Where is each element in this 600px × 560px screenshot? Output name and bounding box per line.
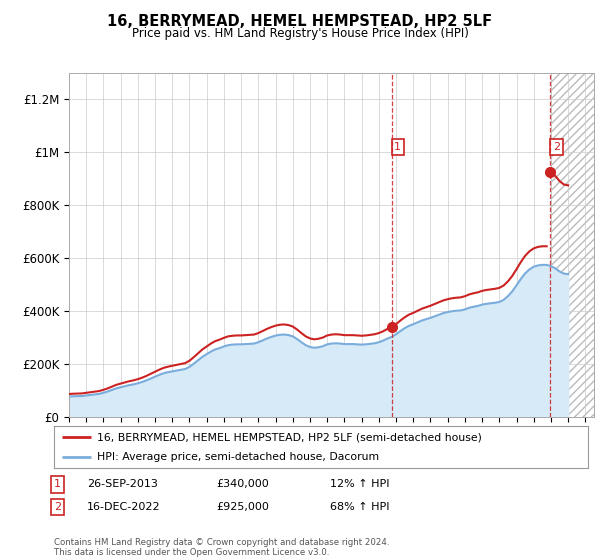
Text: 26-SEP-2013: 26-SEP-2013	[87, 479, 158, 489]
Text: 68% ↑ HPI: 68% ↑ HPI	[330, 502, 389, 512]
Text: 1: 1	[54, 479, 61, 489]
Text: Contains HM Land Registry data © Crown copyright and database right 2024.
This d: Contains HM Land Registry data © Crown c…	[54, 538, 389, 557]
Text: 16, BERRYMEAD, HEMEL HEMPSTEAD, HP2 5LF: 16, BERRYMEAD, HEMEL HEMPSTEAD, HP2 5LF	[107, 14, 493, 29]
Text: 16, BERRYMEAD, HEMEL HEMPSTEAD, HP2 5LF (semi-detached house): 16, BERRYMEAD, HEMEL HEMPSTEAD, HP2 5LF …	[97, 432, 482, 442]
Text: Price paid vs. HM Land Registry's House Price Index (HPI): Price paid vs. HM Land Registry's House …	[131, 27, 469, 40]
Bar	[551, 73, 594, 417]
Text: 2: 2	[553, 142, 560, 152]
Text: £340,000: £340,000	[216, 479, 269, 489]
Text: 12% ↑ HPI: 12% ↑ HPI	[330, 479, 389, 489]
Text: 16-DEC-2022: 16-DEC-2022	[87, 502, 161, 512]
Text: 1: 1	[394, 142, 401, 152]
Text: HPI: Average price, semi-detached house, Dacorum: HPI: Average price, semi-detached house,…	[97, 452, 379, 462]
Text: £925,000: £925,000	[216, 502, 269, 512]
Text: 2: 2	[54, 502, 61, 512]
